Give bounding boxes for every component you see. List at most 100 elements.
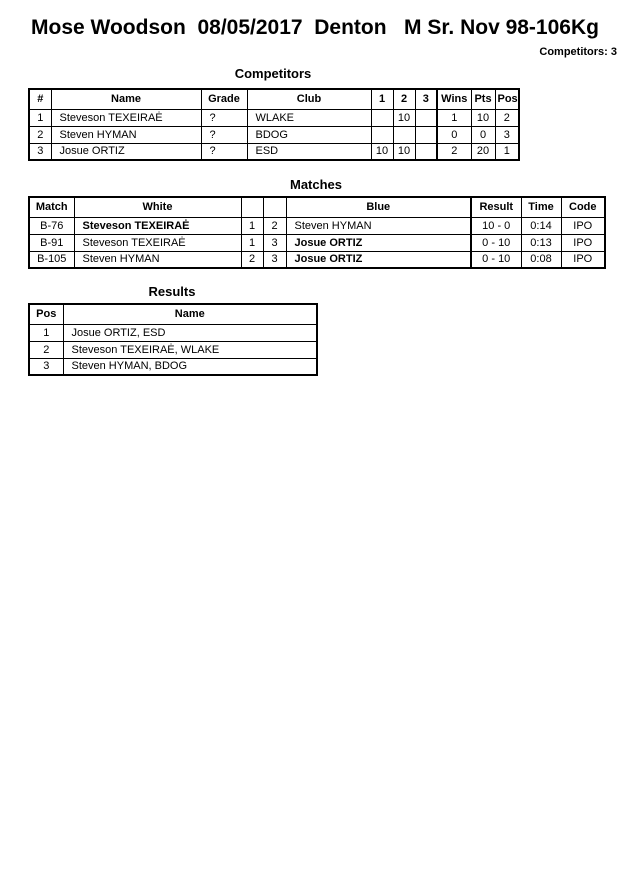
competitors-table: # Name Grade Club 1 2 3 Wins Pts Pos 1 S… bbox=[28, 88, 520, 161]
col-header-match: Match bbox=[28, 196, 75, 218]
cell-result: 0 - 10 bbox=[470, 233, 522, 252]
cell-wins: 0 bbox=[436, 125, 472, 144]
cell-result: 10 - 0 bbox=[470, 216, 522, 235]
match-row: B-91 Steveson TEXEIRAĖ 1 3 Josue ORTIZ 0… bbox=[28, 233, 606, 252]
result-row: 1 Josue ORTIZ, ESD bbox=[28, 323, 318, 342]
cell-white-name: Steveson TEXEIRAĖ bbox=[73, 216, 242, 235]
col-header-name: Name bbox=[50, 88, 202, 110]
competitor-row: 3 Josue ORTIZ ? ESD 10 10 2 20 1 bbox=[28, 142, 520, 161]
cell-wins: 2 bbox=[436, 142, 472, 161]
cell-grade: ? bbox=[200, 142, 248, 161]
cell-blue-num: 3 bbox=[262, 233, 287, 252]
cell-pos: 3 bbox=[494, 125, 520, 144]
match-row: B-76 Steveson TEXEIRAĖ 1 2 Steven HYMAN … bbox=[28, 216, 606, 235]
cell-name: Josue ORTIZ bbox=[50, 142, 202, 161]
col-header-round3: 3 bbox=[414, 88, 438, 110]
cell-name: Josue ORTIZ, ESD bbox=[62, 323, 318, 342]
col-header-blue-num bbox=[262, 196, 287, 218]
cell-club: WLAKE bbox=[246, 108, 372, 127]
cell-grade: ? bbox=[200, 125, 248, 144]
cell-round3 bbox=[414, 125, 438, 144]
cell-code: IPO bbox=[560, 250, 606, 269]
cell-round1 bbox=[370, 108, 394, 127]
cell-white-num: 1 bbox=[240, 233, 264, 252]
cell-name: Steven HYMAN, BDOG bbox=[62, 357, 318, 376]
cell-code: IPO bbox=[560, 233, 606, 252]
cell-blue-name: Josue ORTIZ bbox=[285, 250, 472, 269]
cell-blue-num: 3 bbox=[262, 250, 287, 269]
cell-round1 bbox=[370, 125, 394, 144]
cell-round1: 10 bbox=[370, 142, 394, 161]
competitors-header-row: # Name Grade Club 1 2 3 Wins Pts Pos bbox=[28, 88, 520, 110]
cell-blue-name: Josue ORTIZ bbox=[285, 233, 472, 252]
results-header-row: Pos Name bbox=[28, 303, 318, 325]
cell-pos: 1 bbox=[494, 142, 520, 161]
cell-pts: 20 bbox=[470, 142, 496, 161]
competitor-row: 2 Steven HYMAN ? BDOG 0 0 3 bbox=[28, 125, 520, 144]
cell-white-num: 1 bbox=[240, 216, 264, 235]
cell-time: 0:13 bbox=[520, 233, 562, 252]
cell-num: 3 bbox=[28, 142, 52, 161]
cell-name: Steveson TEXEIRAĖ, WLAKE bbox=[62, 340, 318, 359]
cell-round3 bbox=[414, 108, 438, 127]
cell-white-name: Steveson TEXEIRAĖ bbox=[73, 233, 242, 252]
col-header-time: Time bbox=[520, 196, 562, 218]
results-section-title: Results bbox=[148, 284, 196, 299]
col-header-wins: Wins bbox=[436, 88, 472, 110]
cell-num: 1 bbox=[28, 108, 52, 127]
col-header-pts: Pts bbox=[470, 88, 496, 110]
page-title: Mose Woodson 08/05/2017 Denton M Sr. Nov… bbox=[31, 16, 599, 39]
col-header-round2: 2 bbox=[392, 88, 416, 110]
cell-time: 0:14 bbox=[520, 216, 562, 235]
cell-pts: 10 bbox=[470, 108, 496, 127]
result-row: 2 Steveson TEXEIRAĖ, WLAKE bbox=[28, 340, 318, 359]
cell-match-id: B-105 bbox=[28, 250, 75, 269]
cell-round2: 10 bbox=[392, 142, 416, 161]
cell-result: 0 - 10 bbox=[470, 250, 522, 269]
competitors-section-title: Competitors bbox=[234, 66, 312, 81]
cell-pos: 3 bbox=[28, 357, 64, 376]
col-header-result: Result bbox=[470, 196, 522, 218]
cell-time: 0:08 bbox=[520, 250, 562, 269]
cell-club: BDOG bbox=[246, 125, 372, 144]
cell-name: Steveson TEXEIRAĖ bbox=[50, 108, 202, 127]
matches-table: Match White Blue Result Time Code B-76 S… bbox=[28, 196, 606, 269]
results-table: Pos Name 1 Josue ORTIZ, ESD 2 Steveson T… bbox=[28, 303, 318, 376]
col-header-pos: Pos bbox=[494, 88, 520, 110]
col-header-club: Club bbox=[246, 88, 372, 110]
col-header-code: Code bbox=[560, 196, 606, 218]
cell-round3 bbox=[414, 142, 438, 161]
result-row: 3 Steven HYMAN, BDOG bbox=[28, 357, 318, 376]
cell-grade: ? bbox=[200, 108, 248, 127]
cell-club: ESD bbox=[246, 142, 372, 161]
cell-match-id: B-91 bbox=[28, 233, 75, 252]
cell-pos: 1 bbox=[28, 323, 64, 342]
col-header-name: Name bbox=[62, 303, 318, 325]
col-header-num: # bbox=[28, 88, 52, 110]
col-header-pos: Pos bbox=[28, 303, 64, 325]
competitor-row: 1 Steveson TEXEIRAĖ ? WLAKE 10 1 10 2 bbox=[28, 108, 520, 127]
cell-match-id: B-76 bbox=[28, 216, 75, 235]
cell-blue-num: 2 bbox=[262, 216, 287, 235]
matches-header-row: Match White Blue Result Time Code bbox=[28, 196, 606, 218]
cell-pts: 0 bbox=[470, 125, 496, 144]
col-header-blue: Blue bbox=[285, 196, 472, 218]
cell-blue-name: Steven HYMAN bbox=[285, 216, 472, 235]
col-header-round1: 1 bbox=[370, 88, 394, 110]
cell-wins: 1 bbox=[436, 108, 472, 127]
col-header-white: White bbox=[73, 196, 242, 218]
competitors-count-label: Competitors: 3 bbox=[539, 46, 617, 58]
col-header-white-num bbox=[240, 196, 264, 218]
cell-code: IPO bbox=[560, 216, 606, 235]
col-header-grade: Grade bbox=[200, 88, 248, 110]
cell-round2 bbox=[392, 125, 416, 144]
cell-name: Steven HYMAN bbox=[50, 125, 202, 144]
cell-round2: 10 bbox=[392, 108, 416, 127]
matches-section-title: Matches bbox=[289, 177, 343, 192]
cell-white-num: 2 bbox=[240, 250, 264, 269]
cell-pos: 2 bbox=[494, 108, 520, 127]
cell-pos: 2 bbox=[28, 340, 64, 359]
match-row: B-105 Steven HYMAN 2 3 Josue ORTIZ 0 - 1… bbox=[28, 250, 606, 269]
cell-white-name: Steven HYMAN bbox=[73, 250, 242, 269]
